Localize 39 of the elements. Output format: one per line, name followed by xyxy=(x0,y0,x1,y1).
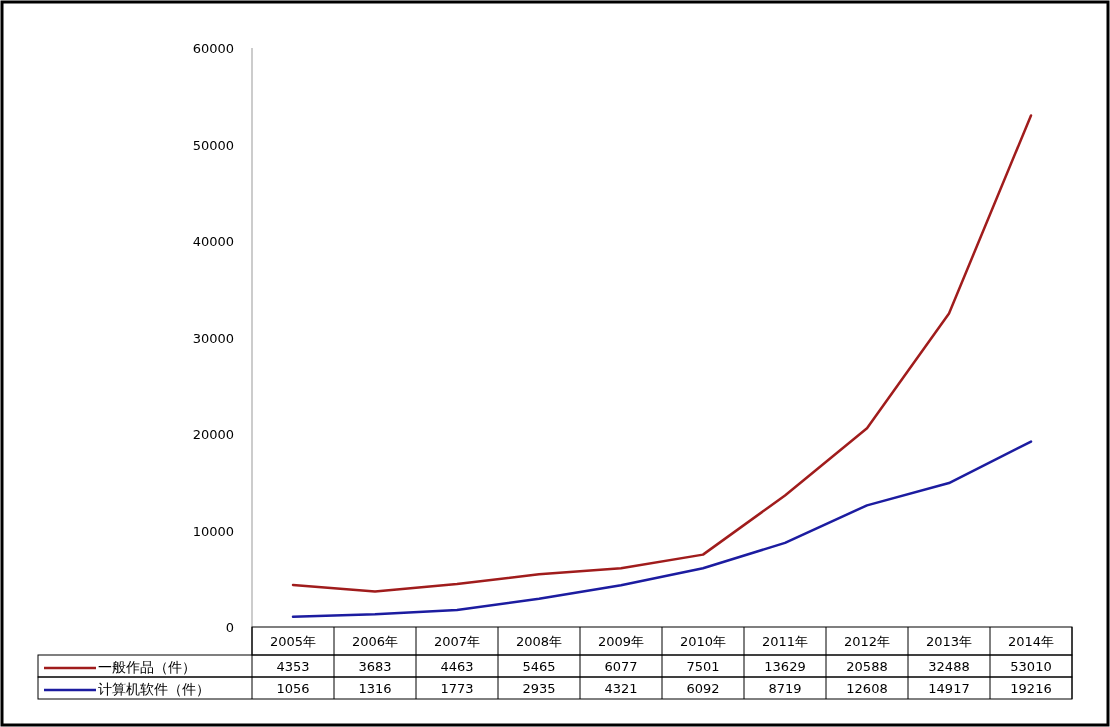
y-tick-label: 50000 xyxy=(192,137,234,153)
x-tick-label: 2014年 xyxy=(1007,634,1055,649)
y-tick-label: 30000 xyxy=(192,330,234,346)
data-label: 6092 xyxy=(686,681,720,696)
data-label: 32488 xyxy=(928,659,970,674)
data-label: 13629 xyxy=(764,659,806,674)
x-tick-label: 2011年 xyxy=(761,634,809,649)
data-label: 4463 xyxy=(440,659,474,674)
x-tick-label: 2013年 xyxy=(925,634,973,649)
y-tick-label: 10000 xyxy=(192,523,234,539)
data-label: 4321 xyxy=(604,681,638,696)
data-label: 7501 xyxy=(686,659,720,674)
data-label: 1316 xyxy=(358,681,392,696)
data-label: 12608 xyxy=(846,681,888,696)
data-label: 3683 xyxy=(358,659,392,674)
x-tick-label: 2005年 xyxy=(269,634,317,649)
data-label: 6077 xyxy=(604,659,638,674)
legend-label: 一般作品（件） xyxy=(98,659,196,675)
data-label: 1056 xyxy=(276,681,310,696)
data-label: 5465 xyxy=(522,659,556,674)
x-tick-label: 2012年 xyxy=(843,634,891,649)
data-label: 4353 xyxy=(276,659,310,674)
data-label: 14917 xyxy=(928,681,970,696)
data-label: 8719 xyxy=(768,681,802,696)
data-label: 2935 xyxy=(522,681,556,696)
x-tick-label: 2008年 xyxy=(515,634,563,649)
data-label: 1773 xyxy=(440,681,474,696)
legend-label: 计算机软件（件） xyxy=(98,681,210,697)
x-tick-label: 2007年 xyxy=(433,634,481,649)
y-tick-label: 60000 xyxy=(192,41,234,56)
x-tick-label: 2010年 xyxy=(679,634,727,649)
y-tick-label: 40000 xyxy=(192,234,234,249)
x-tick-label: 2006年 xyxy=(351,634,399,649)
x-tick-label: 2009年 xyxy=(597,634,645,649)
data-label: 19216 xyxy=(1010,681,1052,696)
data-label: 20588 xyxy=(846,659,888,674)
y-tick-label: 20000 xyxy=(192,427,234,442)
y-tick-label: 0 xyxy=(225,620,234,635)
data-label: 53010 xyxy=(1010,659,1052,674)
